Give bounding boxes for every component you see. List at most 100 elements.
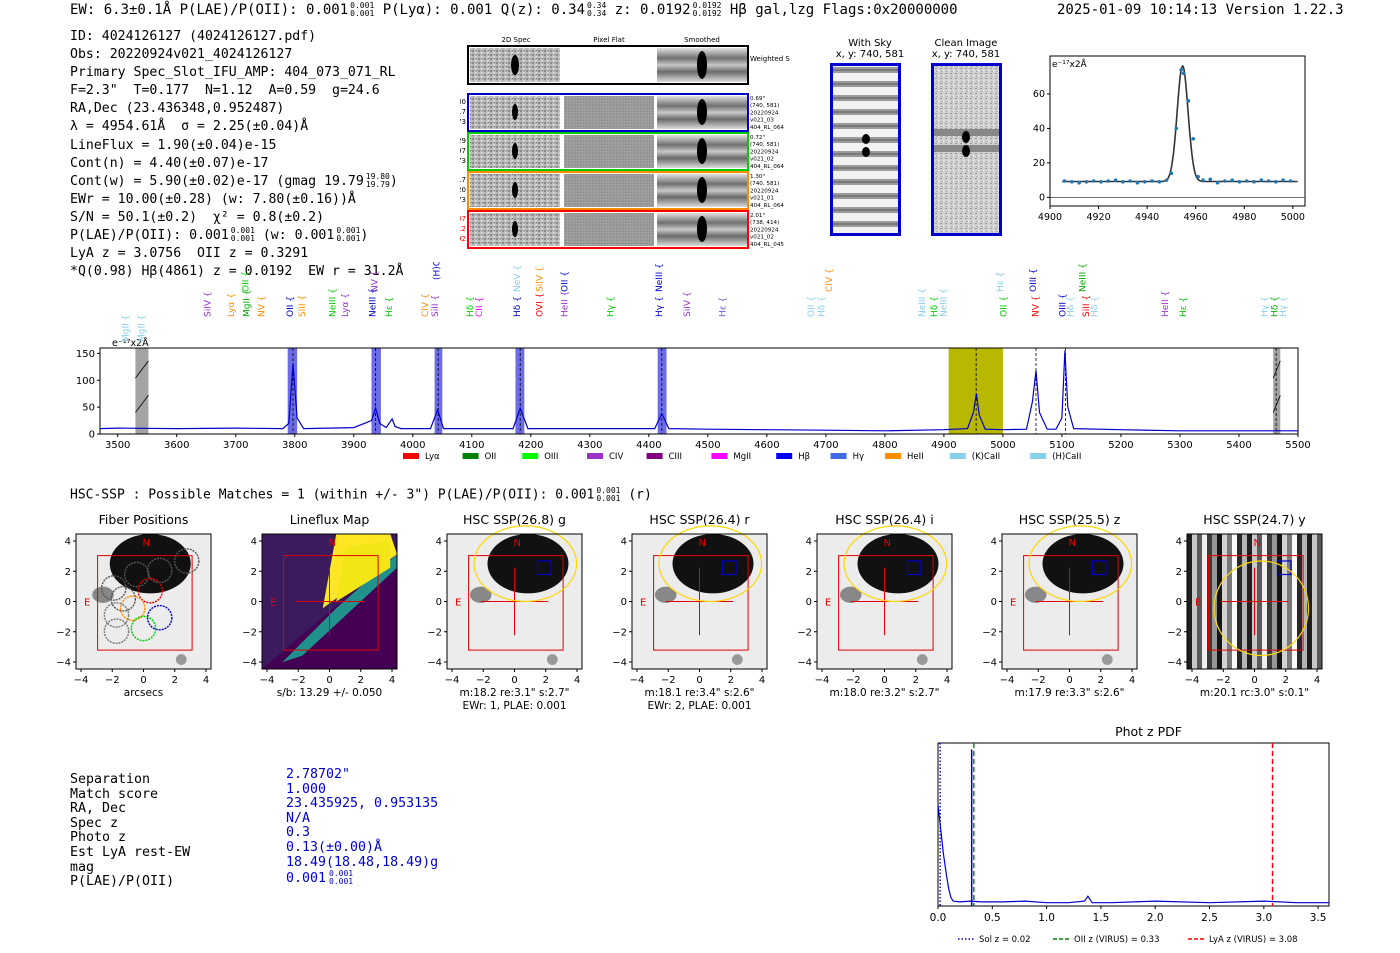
cutout-source (512, 104, 518, 120)
match-box (536, 560, 552, 576)
panel-xtick-label: 2 (913, 675, 919, 686)
info-lya: LyA z = 3.0756 OII z = 0.3291 (70, 246, 309, 262)
galaxy-core (487, 534, 569, 594)
cutout-source-smooth (697, 177, 707, 203)
panel-ytick-label: 2 (991, 567, 997, 578)
spectrum-line-label: MgII { (121, 315, 131, 342)
cutout-right-meta: (740, 581) (750, 103, 779, 109)
spectrum-line-label: Hε { (385, 297, 395, 317)
spectrum-xtick-label: 5400 (1226, 440, 1251, 451)
spectrum-line-label: NeIII { (655, 263, 665, 292)
clean-image-title: Clean Image (934, 38, 998, 49)
detection-info: ID: 4024126127 (4024126127.pdf) Obs: 2022… (70, 28, 403, 281)
spectrum-legend-item: Hβ (776, 452, 810, 462)
panel-xtick-label: 4 (1129, 675, 1135, 686)
image-panel-title: Lineflux Map (290, 512, 370, 527)
spectrum-legend-label: CIV (609, 452, 623, 462)
zoom-data-point (1164, 178, 1169, 182)
photz-pdf-plot: Phot z PDF 0.0 0.5 1.0 1.5 2.0 2.5 3.0 3.5 Sol z … (930, 724, 1330, 945)
spectrum-line-label: Hγ { (1279, 296, 1289, 317)
hsc-plae-hi: 0.001 (596, 486, 621, 495)
image-panel: Lineflux Map N E −4 −2 0 2 4 4 2 0 −2 −4 s/b: 13.29 +… (232, 512, 407, 727)
spectrum-line-label: NeIII { (1079, 263, 1089, 292)
info-contw-range: 19.80 19.79 (365, 171, 390, 189)
zoom-data-point (1215, 180, 1220, 185)
panel-ytick-label: 0 (65, 597, 71, 608)
panel-ytick-label: −2 (242, 627, 257, 638)
faint-source (175, 654, 187, 665)
faint-source (916, 654, 928, 665)
cutout-right-meta: v021_01 (750, 196, 774, 202)
weighted-sum-strip (467, 45, 749, 85)
info-contw-hi: 19.80 (365, 171, 390, 181)
y-band-stripe (1287, 534, 1292, 669)
image-panel: HSC SSP(25.5) z N E −4 −2 0 2 4 4 2 0 −2 −4 m:17.9 re… (972, 512, 1147, 727)
info-q: *Q(0.98) Hβ(4861) z = 0.0192 EW r = 31.2… (70, 264, 404, 280)
cutout-left-stat: 0.17 (460, 176, 466, 184)
cutout-right-meta: v021_03 (750, 118, 774, 124)
match-labels: Separation Match score RA, Dec Spec z Photo … (70, 772, 190, 890)
y-band-stripe (1297, 534, 1302, 669)
info-lineflux: LineFlux = 1.90(±0.04)e-15 (70, 137, 277, 153)
zoom-data-point (1288, 179, 1293, 183)
header-plae-hi: 0.001 (350, 1, 375, 10)
zoom-data-point (1244, 179, 1249, 183)
image-panel-caption: m:18.2 re:3.1" s:2.7" (460, 687, 570, 699)
cutout-row: 0.29 2.07 273 0.72"(740, 581)20220924 v021_0… (460, 132, 784, 171)
spectrum-xtick-label: 4700 (813, 440, 838, 451)
fiber-circle (103, 602, 130, 628)
panel-ytick-label: 0 (251, 597, 257, 608)
fiber-circle (119, 595, 146, 622)
photz-frame (937, 742, 1330, 907)
compass-north: N (328, 538, 335, 549)
spectrum-xtick-label: 3500 (105, 440, 130, 451)
spectrum-line-label: Hδ { (466, 296, 476, 317)
panel-xtick-label: 0 (881, 675, 887, 686)
panel-xtick-label: −4 (74, 675, 89, 686)
spectrum-legend-label: CIII (669, 452, 682, 462)
image-panel-caption: s/b: 13.29 +/- 0.050 (277, 687, 382, 699)
panel-ytick-label: 2 (251, 567, 257, 578)
image-panel-caption: arcsecs (124, 687, 163, 699)
hsc-summary-text: HSC-SSP : Possible Matches = 1 (within +… (70, 487, 595, 503)
image-panel: HSC SSP(26.4) r N E −4 −2 0 2 4 4 2 0 −2 −4 m:18.1 re… (602, 512, 777, 727)
header-summary: EW: 6.3±0.1Å P(LAE)/P(OII): 0.001 0.001 0.… (70, 2, 958, 19)
spectrum-frame (99, 347, 1299, 435)
panel-ytick-label: −2 (1167, 627, 1182, 638)
panel-xtick-label: 4 (1314, 675, 1320, 686)
spectrum-line-label: OIII { (1029, 268, 1039, 292)
spectrum-line-label: HeII { (1161, 291, 1171, 317)
spectrum-xtick-label: 4300 (577, 440, 602, 451)
zoom-data-point (1077, 180, 1081, 185)
spectrum-hatch (1272, 360, 1281, 379)
sky-images (830, 63, 1002, 236)
spectrum-legend-item: HeII (885, 452, 924, 462)
photz-xtick-label: 3.5 (1310, 912, 1327, 924)
image-panel-caption: m:18.0 re:3.2" s:2.7" (830, 687, 940, 699)
spectrum-xtick-label: 5300 (1167, 440, 1192, 451)
cutout-left-stat: 273 (460, 196, 466, 204)
header-plae-range: 0.001 0.001 (350, 2, 374, 18)
spectrum-legend-label: Lyα (425, 452, 440, 462)
y-band-stripe (1197, 534, 1202, 669)
cutout-right-meta: (738, 414) (750, 220, 779, 226)
info-plae: P(LAE)/P(OII): 0.001 (70, 228, 229, 244)
zoom-xtick-label: 4980 (1232, 212, 1256, 223)
cutout-left-stat: 0.30 (460, 98, 466, 106)
spectrum-ytick-label: 150 (76, 349, 95, 360)
faint-source (546, 654, 558, 665)
cutout-row: 0.17 2.20 273 1.30"(740, 581)20220924 v021_0… (460, 171, 784, 210)
spectrum-line-label: OII { (242, 271, 252, 292)
search-box (1208, 555, 1304, 651)
spectrum-shaded-region (287, 348, 298, 434)
galaxy-core (857, 534, 939, 594)
info-obs: Obs: 20220924v021_4024126127 (70, 47, 293, 63)
cutout-source (512, 143, 518, 159)
photz-xtick-label: 0.5 (984, 912, 1001, 924)
zoom-data-point (1208, 177, 1213, 182)
cutout-right-meta: v021_02 (750, 235, 774, 241)
panel-xtick-label: −2 (1216, 675, 1231, 686)
zoom-data-point (1191, 136, 1196, 141)
